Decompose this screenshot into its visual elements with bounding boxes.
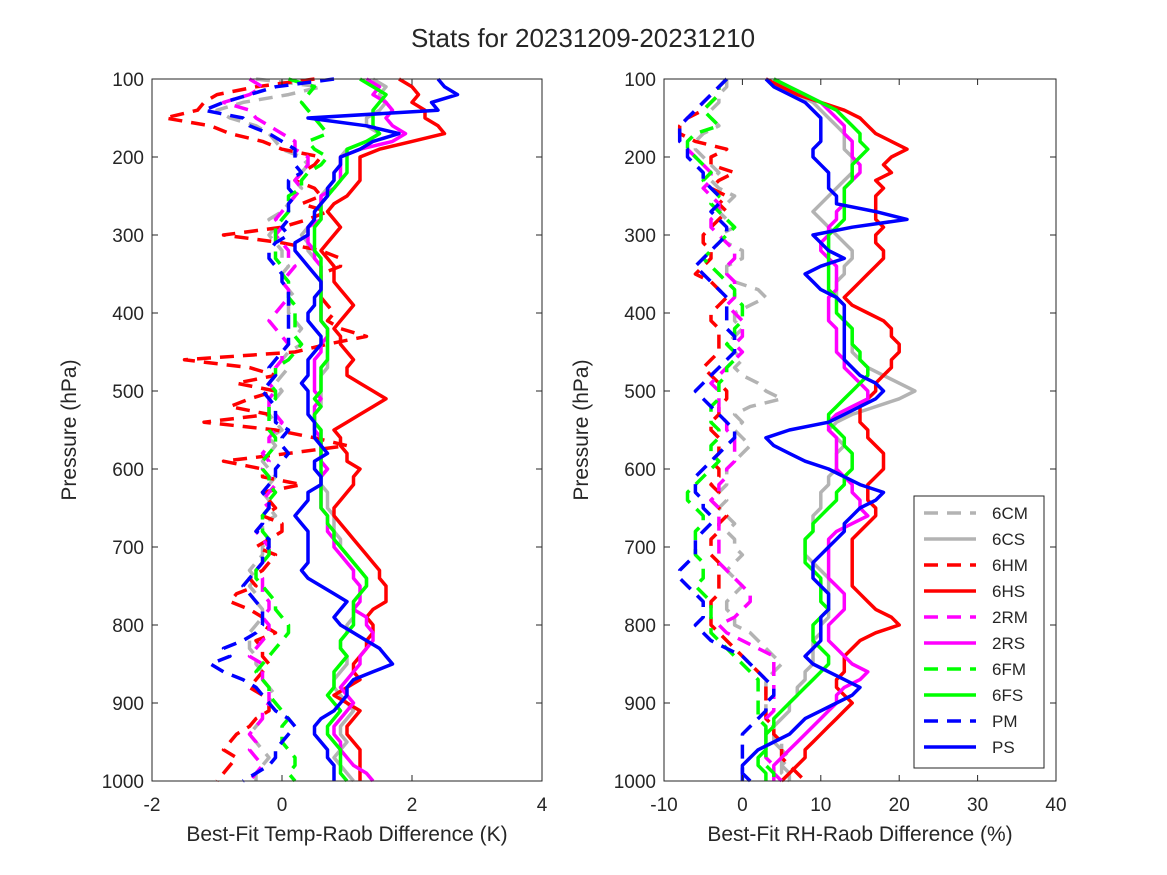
temp-series-line-2rm [221, 77, 310, 783]
rh-x-tick-label: 40 [1045, 795, 1066, 816]
rh-series-line-6hm [677, 77, 807, 783]
rh-y-tick-label: 900 [624, 694, 656, 715]
rh-axes-box [663, 78, 1057, 782]
temp-x-tick-label: 4 [537, 795, 548, 816]
legend-label-6fm: 6FM [992, 660, 1026, 679]
rh-y-tick-label: 600 [624, 460, 656, 481]
rh-y-axis-label: Pressure (hPa) [570, 359, 593, 500]
rh-y-tick-label: 800 [624, 616, 656, 637]
temp-x-tick-label: 0 [277, 795, 288, 816]
legend-label-pm: PM [992, 712, 1018, 731]
temp-series-line-pm [202, 77, 335, 783]
temp-y-tick-label: 500 [112, 382, 144, 403]
temp-y-tick-label: 1000 [102, 772, 144, 793]
rh-series-line-6fm [685, 77, 776, 781]
temp-series-line-ps [293, 77, 460, 781]
temp-y-axis-label: Pressure (hPa) [58, 359, 81, 500]
rh-y-tick-label: 500 [624, 382, 656, 403]
rh-y-tick-label: 400 [624, 304, 656, 325]
rh-x-tick-label: 30 [967, 795, 988, 816]
temp-series-line-6hm [163, 77, 369, 783]
legend: 6CM 6CS 6HM 6HS 2RM 2RS 6FM 6FS PM PS [913, 495, 1045, 769]
rh-diff-panel: -10 0 10 20 30 40 100 200 300 400 500 600 700 800 900 1… [570, 70, 1067, 846]
rh-x-tick-label: 0 [737, 795, 748, 816]
temp-y-tick-label: 200 [112, 148, 144, 169]
rh-x-tick-label: -10 [650, 795, 677, 816]
rh-y-tick-label: 1000 [614, 772, 656, 793]
legend-label-2rs: 2RS [992, 634, 1025, 653]
legend-label-ps: PS [992, 738, 1015, 757]
figure-title: Stats for 20231209-20231210 [411, 23, 755, 53]
rh-series-line-6cm [693, 79, 792, 783]
temp-series-layer [163, 77, 460, 783]
rh-x-axis-label: Best-Fit RH-Raob Difference (%) [707, 823, 1012, 846]
legend-label-6fs: 6FS [992, 686, 1023, 705]
rh-x-tick-label: 10 [810, 795, 831, 816]
rh-y-tick-label: 700 [624, 538, 656, 559]
rh-x-tick-label: 20 [889, 795, 910, 816]
temp-y-tick-label: 600 [112, 460, 144, 481]
temp-x-tick-label: -2 [144, 795, 161, 816]
rh-tick-layer: -10 0 10 20 30 40 100 200 300 400 500 600 700 800 900 1… [614, 70, 1067, 816]
rh-series-line-pm [677, 77, 776, 781]
rh-y-tick-label: 100 [624, 70, 656, 91]
temp-series-line-6hs [319, 77, 447, 781]
legend-label-6hs: 6HS [992, 582, 1025, 601]
rh-y-tick-label: 300 [624, 226, 656, 247]
rh-series-line-2rm [677, 77, 776, 781]
rh-series-line-ps [740, 77, 909, 783]
temp-x-axis-label: Best-Fit Temp-Raob Difference (K) [186, 823, 507, 846]
rh-y-tick-label: 200 [624, 148, 656, 169]
legend-label-6hm: 6HM [992, 556, 1028, 575]
temp-y-tick-label: 800 [112, 616, 144, 637]
rh-series-layer [677, 77, 917, 783]
rh-series-line-6fs [756, 77, 870, 781]
legend-label-6cm: 6CM [992, 504, 1028, 523]
temp-tick-layer: -2 0 2 4 100 200 300 400 500 600 700 800 900 1000 [102, 70, 548, 816]
temp-diff-panel: -2 0 2 4 100 200 300 400 500 600 700 800 900 1000 Bes… [58, 70, 548, 846]
temp-series-line-6cm [215, 77, 323, 781]
temp-y-tick-label: 700 [112, 538, 144, 559]
temp-y-tick-label: 300 [112, 226, 144, 247]
rh-series-line-6hs [765, 77, 909, 783]
temp-x-tick-label: 2 [407, 795, 418, 816]
legend-label-6cs: 6CS [992, 530, 1025, 549]
temp-y-tick-label: 100 [112, 70, 144, 91]
temp-series-line-6fm [254, 77, 330, 783]
temp-y-tick-label: 900 [112, 694, 144, 715]
temp-axes-box [151, 78, 543, 782]
temp-y-tick-label: 400 [112, 304, 144, 325]
legend-label-2rm: 2RM [992, 608, 1028, 627]
